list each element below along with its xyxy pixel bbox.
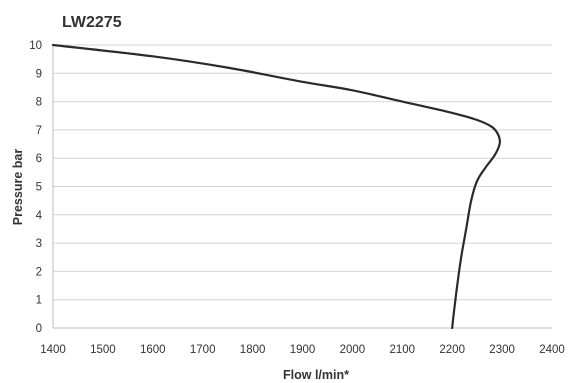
x-tick-label: 2000 (340, 344, 366, 356)
y-tick-label: 7 (36, 125, 42, 137)
series-line-0 (51, 43, 502, 330)
y-tick-label: 10 (29, 40, 42, 52)
x-tick-label: 1500 (90, 344, 116, 356)
grid-lines (53, 44, 552, 301)
x-tick-label: 2400 (539, 344, 565, 356)
x-tick-labels: 1400 1500 1600 1700 1800 1900 2000 2100 2200 2300… (40, 344, 565, 356)
y-tick-label: 6 (36, 153, 42, 165)
chart-title: LW2275 (62, 14, 122, 31)
axes (52, 45, 552, 329)
x-tick-label: 2100 (390, 344, 416, 356)
x-tick-label: 1700 (190, 344, 216, 356)
y-tick-label: 2 (36, 266, 42, 278)
x-tick-label: 1900 (290, 344, 316, 356)
y-tick-label: 4 (36, 210, 43, 222)
x-tick-label: 1800 (240, 344, 266, 356)
y-tick-label: 8 (36, 97, 42, 109)
y-tick-label: 1 (36, 295, 42, 307)
x-tick-label: 1600 (140, 344, 166, 356)
y-tick-label: 9 (36, 68, 42, 80)
y-tick-labels: 0 1 2 3 4 5 6 7 8 9 10 (29, 40, 42, 335)
x-tick-label: 2200 (439, 344, 465, 356)
y-tick-label: 0 (36, 323, 42, 335)
x-tick-label: 1400 (40, 344, 66, 356)
y-axis-label: Pressure bar (11, 149, 25, 226)
y-tick-label: 3 (36, 238, 42, 250)
x-tick-label: 2300 (489, 344, 515, 356)
series-layer (51, 43, 502, 330)
y-tick-label: 5 (36, 182, 42, 194)
x-axis-label: Flow l/min* (283, 368, 349, 382)
